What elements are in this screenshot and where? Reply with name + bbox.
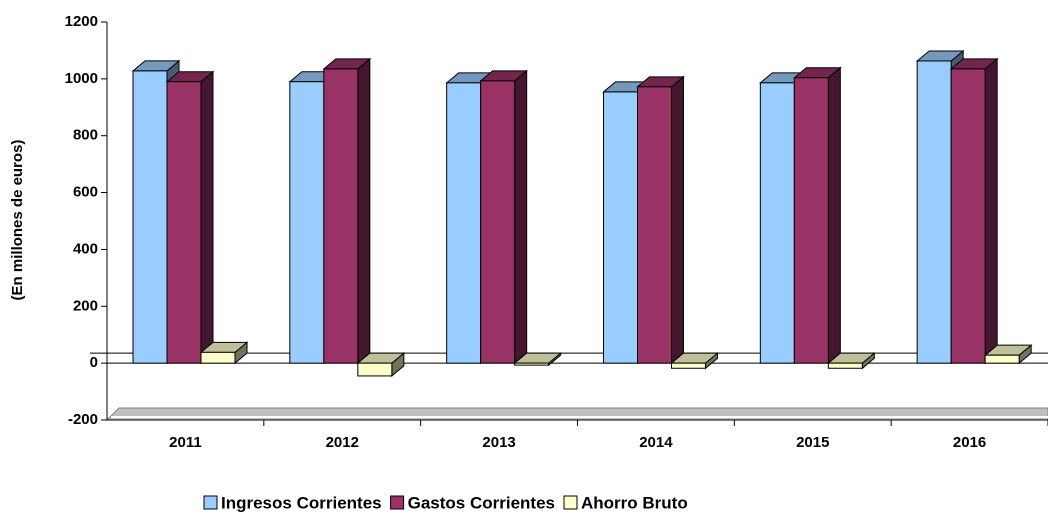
bar-front xyxy=(916,60,952,364)
bar-front xyxy=(603,91,638,364)
y-tick-label: 200 xyxy=(73,297,98,314)
y-tick-label: 1000 xyxy=(65,70,98,87)
bar-front xyxy=(637,86,672,364)
legend-label: Ingresos Corrientes xyxy=(221,493,382,512)
bar-front xyxy=(323,68,359,364)
bar xyxy=(636,75,685,365)
bar-front xyxy=(514,362,550,366)
bar-front xyxy=(950,68,986,364)
y-tick-label: 400 xyxy=(73,240,98,257)
bar xyxy=(792,66,842,365)
bar-front xyxy=(827,362,863,369)
x-tick-label: 2013 xyxy=(482,434,515,451)
y-tick-label: 0 xyxy=(90,354,98,371)
bar-side xyxy=(984,57,998,365)
bar xyxy=(322,57,372,365)
legend-swatch xyxy=(563,495,578,510)
bar xyxy=(826,352,876,370)
bar xyxy=(670,352,719,370)
bar xyxy=(949,57,999,365)
bar-side xyxy=(671,75,684,365)
bar xyxy=(356,352,406,378)
bar-front xyxy=(289,81,325,364)
legend-swatch xyxy=(390,495,405,510)
y-tick-label: 1200 xyxy=(65,13,98,30)
bar-side xyxy=(514,69,528,365)
bar-front xyxy=(984,354,1020,364)
bar-front xyxy=(357,362,393,377)
bar-front xyxy=(166,81,202,364)
bar-front xyxy=(793,77,829,364)
bar-front xyxy=(446,82,482,364)
bar xyxy=(199,341,249,365)
bar-front xyxy=(671,362,706,369)
x-tick-label: 2016 xyxy=(953,434,986,451)
x-tick-label: 2011 xyxy=(169,434,202,451)
bar-front xyxy=(132,70,168,364)
x-tick-label: 2015 xyxy=(796,434,829,451)
bar xyxy=(479,69,529,365)
y-tick-label: 800 xyxy=(73,127,98,144)
bar-front xyxy=(200,351,236,364)
bar-side xyxy=(200,70,214,365)
y-axis-label: (En millones de euros) xyxy=(9,140,26,301)
legend-label: Ahorro Bruto xyxy=(581,493,688,512)
x-tick-label: 2014 xyxy=(639,434,673,451)
bar xyxy=(513,352,563,367)
bar-side xyxy=(357,57,371,365)
x-tick-label: 2012 xyxy=(326,434,359,451)
legend-swatch xyxy=(203,495,218,510)
bar-side xyxy=(827,66,841,365)
y-tick-label: -200 xyxy=(68,411,98,428)
y-tick-label: 600 xyxy=(73,184,98,201)
bar xyxy=(165,70,215,365)
bar-front xyxy=(759,82,795,364)
floor xyxy=(105,407,1048,421)
bar xyxy=(983,344,1033,365)
legend-label: Gastos Corrientes xyxy=(408,493,555,512)
bar-front xyxy=(480,80,516,364)
